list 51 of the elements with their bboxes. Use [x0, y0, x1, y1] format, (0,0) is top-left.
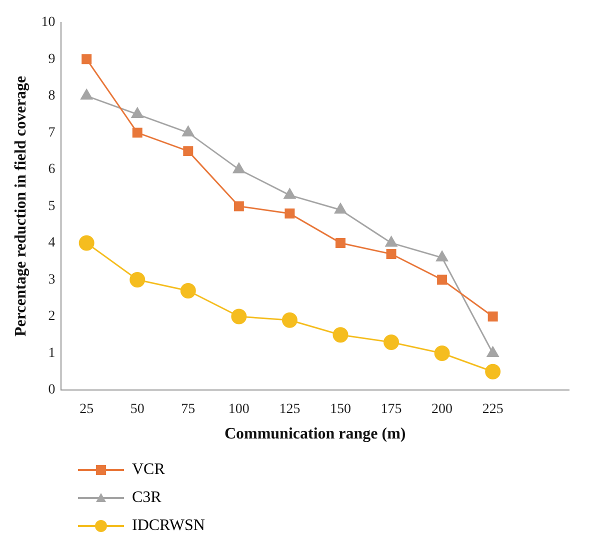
point [436, 250, 448, 262]
point [183, 146, 194, 156]
point [78, 235, 94, 251]
point [234, 201, 244, 212]
y-tick-label: 7 [48, 125, 56, 140]
point [437, 274, 448, 285]
y-tick-label: 2 [48, 309, 56, 324]
legend-label: IDCRWSN [132, 517, 205, 535]
y-tick-label: 4 [48, 236, 56, 251]
x-tick-label: 125 [279, 402, 300, 418]
point [336, 238, 346, 248]
point [386, 248, 396, 259]
point [82, 54, 92, 64]
point [132, 128, 142, 138]
y-tick-label: 9 [48, 52, 56, 67]
point [284, 188, 296, 199]
point [182, 126, 194, 136]
point [232, 162, 245, 174]
y-tick-label: 10 [41, 15, 56, 30]
x-tick-label: 225 [482, 402, 504, 418]
x-tick-label: 100 [228, 402, 250, 418]
point [282, 312, 298, 328]
y-tick-label: 6 [48, 162, 56, 178]
x-tick-label: 50 [130, 402, 144, 418]
x-tick-label: 200 [432, 402, 453, 418]
point [80, 89, 93, 100]
point [485, 364, 501, 380]
y-tick-label: 3 [48, 272, 56, 288]
point [434, 345, 450, 361]
point [131, 108, 144, 118]
point [180, 283, 196, 298]
y-tick-label: 5 [48, 198, 56, 214]
x-tick-label: 175 [380, 402, 402, 418]
point [284, 208, 295, 219]
x-tick-label: 150 [330, 402, 351, 418]
point [385, 236, 398, 247]
x-axis-title: Communication range (m) [224, 426, 406, 443]
point [332, 327, 348, 343]
x-tick-label: 75 [181, 402, 196, 418]
point [488, 311, 498, 322]
y-axis-title: Percentage reduction in field coverage [12, 76, 30, 337]
legend-label: C3R [132, 489, 162, 507]
y-tick-label: 0 [48, 382, 56, 398]
y-tick-label: 1 [48, 346, 56, 361]
legend-label: VCR [132, 461, 165, 479]
point [130, 272, 146, 288]
point [334, 203, 346, 214]
x-tick-label: 25 [80, 402, 94, 418]
point [384, 334, 400, 350]
point [231, 308, 247, 324]
y-tick-label: 8 [48, 88, 56, 104]
